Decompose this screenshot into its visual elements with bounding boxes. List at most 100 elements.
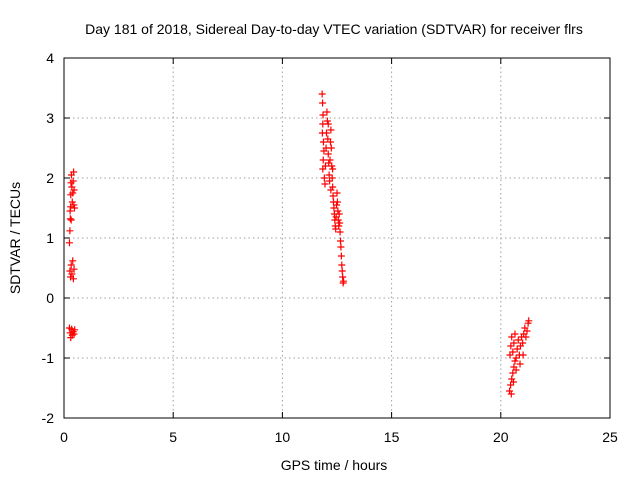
- data-point: [319, 156, 327, 164]
- data-point: [329, 192, 337, 200]
- data-point: [519, 339, 527, 347]
- data-point: [70, 186, 78, 194]
- data-point: [519, 351, 527, 359]
- x-tick-label: 15: [384, 429, 400, 445]
- data-point: [321, 180, 329, 188]
- data-point: [69, 257, 77, 265]
- data-point: [320, 174, 328, 182]
- data-point: [327, 186, 335, 194]
- data-point: [333, 198, 341, 206]
- data-point: [323, 117, 331, 125]
- data-point: [525, 317, 533, 325]
- data-point: [508, 333, 516, 341]
- y-tick-label: -2: [42, 410, 55, 426]
- data-point: [512, 366, 520, 374]
- data-point: [523, 327, 531, 335]
- data-point: [70, 204, 78, 212]
- data-point: [319, 99, 327, 107]
- data-point: [512, 354, 520, 362]
- data-point: [70, 265, 78, 273]
- y-tick-label: -1: [42, 350, 55, 366]
- data-point: [339, 273, 347, 281]
- x-tick-label: 20: [493, 429, 509, 445]
- data-point: [337, 252, 345, 260]
- data-point: [337, 243, 345, 251]
- x-tick-label: 5: [169, 429, 177, 445]
- data-point: [511, 357, 519, 365]
- data-point: [336, 228, 344, 236]
- x-tick-label: 0: [60, 429, 68, 445]
- data-point: [507, 390, 515, 398]
- data-point: [68, 270, 76, 278]
- data-point: [66, 215, 74, 223]
- data-point: [338, 267, 346, 275]
- data-point: [509, 348, 517, 356]
- data-point: [336, 237, 344, 245]
- data-point: [333, 201, 341, 209]
- data-point: [513, 345, 521, 353]
- data-point: [66, 207, 74, 215]
- data-point: [324, 150, 332, 158]
- data-point: [338, 261, 346, 269]
- data-point: [70, 201, 78, 209]
- data-point: [318, 90, 326, 98]
- data-point: [335, 210, 343, 218]
- data-point: [323, 108, 331, 116]
- chart-title: Day 181 of 2018, Sidereal Day-to-day VTE…: [85, 21, 583, 37]
- y-axis-label: SDTVAR / TECUs: [7, 182, 23, 294]
- data-point: [69, 177, 77, 185]
- data-point: [327, 126, 335, 134]
- data-point: [511, 330, 519, 338]
- data-point: [69, 189, 77, 197]
- data-point: [70, 330, 78, 338]
- data-points: [65, 90, 533, 398]
- data-point: [333, 189, 341, 197]
- y-tick-label: 0: [46, 290, 54, 306]
- data-point: [335, 222, 343, 230]
- data-point: [319, 138, 327, 146]
- tick-labels: 0 5 10 15 20 25 -2 -1 0 1 2 3 4: [42, 50, 618, 445]
- data-point: [325, 171, 333, 179]
- y-tick-label: 1: [46, 230, 54, 246]
- data-point: [323, 129, 331, 137]
- data-point: [67, 216, 75, 224]
- data-point: [334, 216, 342, 224]
- data-point: [71, 326, 79, 334]
- x-tick-label: 10: [275, 429, 291, 445]
- data-point: [67, 261, 75, 269]
- y-tick-label: 4: [46, 50, 54, 66]
- plot-frame: [63, 57, 611, 419]
- y-tick-label: 3: [46, 110, 54, 126]
- data-point: [336, 219, 344, 227]
- data-point: [340, 277, 348, 285]
- data-point: [69, 275, 77, 283]
- data-point: [326, 138, 334, 146]
- data-point: [329, 165, 337, 173]
- data-point: [325, 159, 333, 167]
- data-point: [70, 168, 78, 176]
- data-point: [514, 336, 522, 344]
- data-point: [68, 198, 76, 206]
- data-point: [507, 342, 515, 350]
- data-point: [334, 207, 342, 215]
- data-point: [510, 339, 518, 347]
- data-point: [65, 239, 73, 247]
- data-point: [516, 360, 524, 368]
- data-point: [321, 162, 329, 170]
- x-tick-label: 25: [602, 429, 618, 445]
- x-axis-label: GPS time / hours: [281, 457, 388, 473]
- y-tick-label: 2: [46, 170, 54, 186]
- data-point: [328, 174, 336, 182]
- data-point: [319, 111, 327, 119]
- data-point: [332, 225, 340, 233]
- data-point: [324, 120, 332, 128]
- data-point: [509, 369, 517, 377]
- data-point: [522, 333, 530, 341]
- data-point: [66, 227, 74, 235]
- data-point: [327, 144, 335, 152]
- grid: [64, 58, 610, 418]
- data-point: [509, 378, 517, 386]
- data-point: [326, 156, 334, 164]
- data-point: [328, 162, 336, 170]
